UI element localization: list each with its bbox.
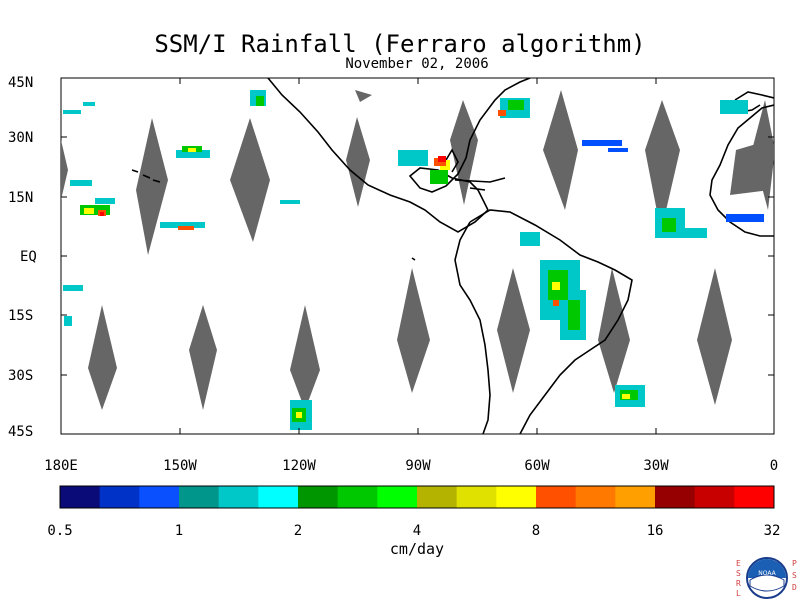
colorbar-units: cm/day: [389, 540, 445, 558]
svg-text:R: R: [736, 579, 741, 588]
lon-label-0: 0: [770, 458, 778, 474]
colorbar-cell: [60, 486, 101, 508]
coastlines: [131, 78, 774, 434]
colorbar-cell: [377, 486, 418, 508]
colorbar-cell: [99, 486, 140, 508]
colorbar-cell: [496, 486, 537, 508]
colorbar-label-2: 2: [294, 523, 302, 539]
colorbar-labels: 0.5 1 2 4 8 16 32: [47, 523, 780, 539]
colorbar-cell: [298, 486, 339, 508]
lat-label-45n: 45N: [8, 75, 33, 91]
lat-label-15s: 15S: [8, 308, 33, 324]
lat-labels: 45N 30N 15N EQ 15S 30S 45S: [8, 75, 37, 440]
colorbar-cell: [655, 486, 696, 508]
colorbar-label-32: 32: [764, 523, 781, 539]
lat-label-45s: 45S: [8, 424, 33, 440]
rainfall-patches: [63, 90, 764, 430]
colorbar-cell: [179, 486, 220, 508]
svg-text:NOAA: NOAA: [758, 570, 776, 577]
colorbar-label-16: 16: [647, 523, 664, 539]
lat-label-30n: 30N: [8, 130, 33, 146]
lon-label-90w: 90W: [405, 458, 431, 474]
lon-label-150w: 150W: [163, 458, 197, 474]
colorbar-cell: [575, 486, 616, 508]
lat-ticks: [61, 77, 774, 435]
lon-label-30w: 30W: [643, 458, 669, 474]
colorbar-label-0-5: 0.5: [47, 523, 72, 539]
lon-labels: 180E 150W 120W 90W 60W 30W 0: [44, 458, 778, 474]
lat-label-30s: 30S: [8, 368, 33, 384]
svg-text:D: D: [792, 583, 797, 592]
colorbar-cell: [218, 486, 259, 508]
colorbar-cell: [417, 486, 458, 508]
missing-data-swaths: [61, 90, 774, 410]
colorbar-cell: [694, 486, 735, 508]
colorbar-cell: [734, 486, 775, 508]
map-date: November 02, 2006: [345, 56, 489, 72]
map-title: SSM/I Rainfall (Ferraro algorithm): [154, 30, 646, 58]
colorbar-label-4: 4: [413, 523, 421, 539]
colorbar: [60, 486, 775, 508]
colorbar-cell: [258, 486, 299, 508]
colorbar-frame: [59, 485, 775, 509]
colorbar-cell: [139, 486, 180, 508]
colorbar-label-8: 8: [532, 523, 540, 539]
lat-label-15n: 15N: [8, 190, 33, 206]
colorbar-cell: [456, 486, 497, 508]
lon-label-120w: 120W: [282, 458, 316, 474]
lon-label-60w: 60W: [524, 458, 550, 474]
lon-ticks: [60, 78, 775, 434]
svg-text:L: L: [736, 589, 741, 598]
colorbar-cell: [536, 486, 577, 508]
svg-text:P: P: [792, 559, 797, 568]
colorbar-cell: [337, 486, 378, 508]
colorbar-label-1: 1: [175, 523, 183, 539]
svg-text:S: S: [792, 571, 797, 580]
svg-text:S: S: [736, 569, 741, 578]
svg-text:E: E: [736, 559, 741, 568]
lon-label-180e: 180E: [44, 458, 78, 474]
colorbar-cell: [615, 486, 656, 508]
lat-label-eq: EQ: [20, 249, 37, 265]
